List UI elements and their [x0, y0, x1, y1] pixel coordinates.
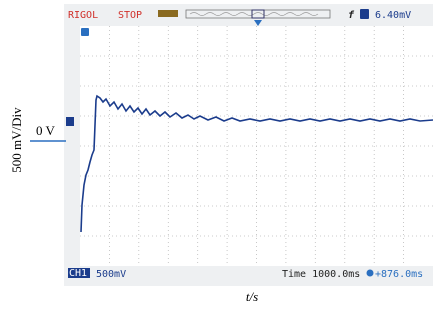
- time-offset: +876.0ms: [375, 269, 423, 280]
- channel-zero-marker: [66, 117, 74, 126]
- trigger-edge-icon: f: [348, 10, 355, 21]
- y-axis-label: 500 mV/Div: [9, 107, 24, 173]
- figure: RIGOL STOP f 6.40mV CH1 500mV Time 1000.…: [0, 0, 433, 309]
- vertical-scale: 500mV: [96, 269, 126, 280]
- run-status: STOP: [118, 10, 142, 21]
- trigger-level: 6.40mV: [375, 10, 411, 21]
- x-axis-label: t/s: [246, 289, 258, 304]
- memory-icon: [158, 10, 178, 17]
- channel-label: CH1: [69, 268, 87, 279]
- time-base: Time 1000.0ms: [282, 269, 360, 280]
- zero-label: 0 V: [36, 123, 56, 138]
- trigger-marker-icon: [81, 28, 89, 36]
- offset-icon: [367, 270, 374, 277]
- trigger-source-icon: [360, 9, 369, 19]
- brand: RIGOL: [68, 10, 98, 21]
